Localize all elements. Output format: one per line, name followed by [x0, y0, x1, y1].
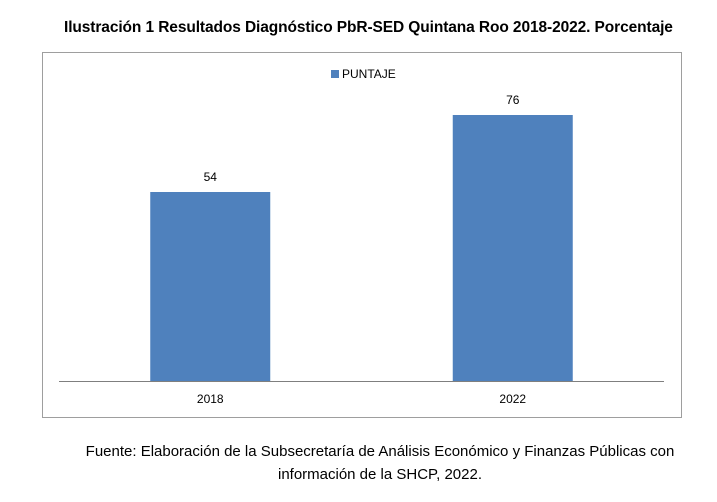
x-tick-label-2018: 2018 [197, 392, 224, 406]
bars-group: 54 76 [150, 93, 573, 381]
chart-area: PUNTAJE 54 76 2018 2022 [42, 52, 682, 418]
caption-line-1: Fuente: Elaboración de la Subsecretaría … [85, 443, 675, 460]
x-tick-labels: 2018 2022 [197, 392, 527, 406]
data-label-2022: 76 [506, 93, 520, 107]
source-caption: Fuente: Elaboración de la Subsecretaría … [60, 440, 700, 486]
bar-2018 [150, 192, 271, 381]
legend-swatch-puntaje [331, 70, 339, 78]
legend-label-puntaje: PUNTAJE [342, 67, 396, 81]
caption-line-2: información de la SHCP, 2022. [277, 466, 482, 483]
x-tick-label-2022: 2022 [499, 392, 526, 406]
bar-2022 [452, 115, 573, 381]
legend: PUNTAJE [331, 67, 396, 81]
chart-title: Ilustración 1 Resultados Diagnóstico PbR… [64, 19, 673, 36]
data-label-2018: 54 [204, 170, 218, 184]
bar-chart: PUNTAJE 54 76 2018 2022 [59, 67, 664, 406]
